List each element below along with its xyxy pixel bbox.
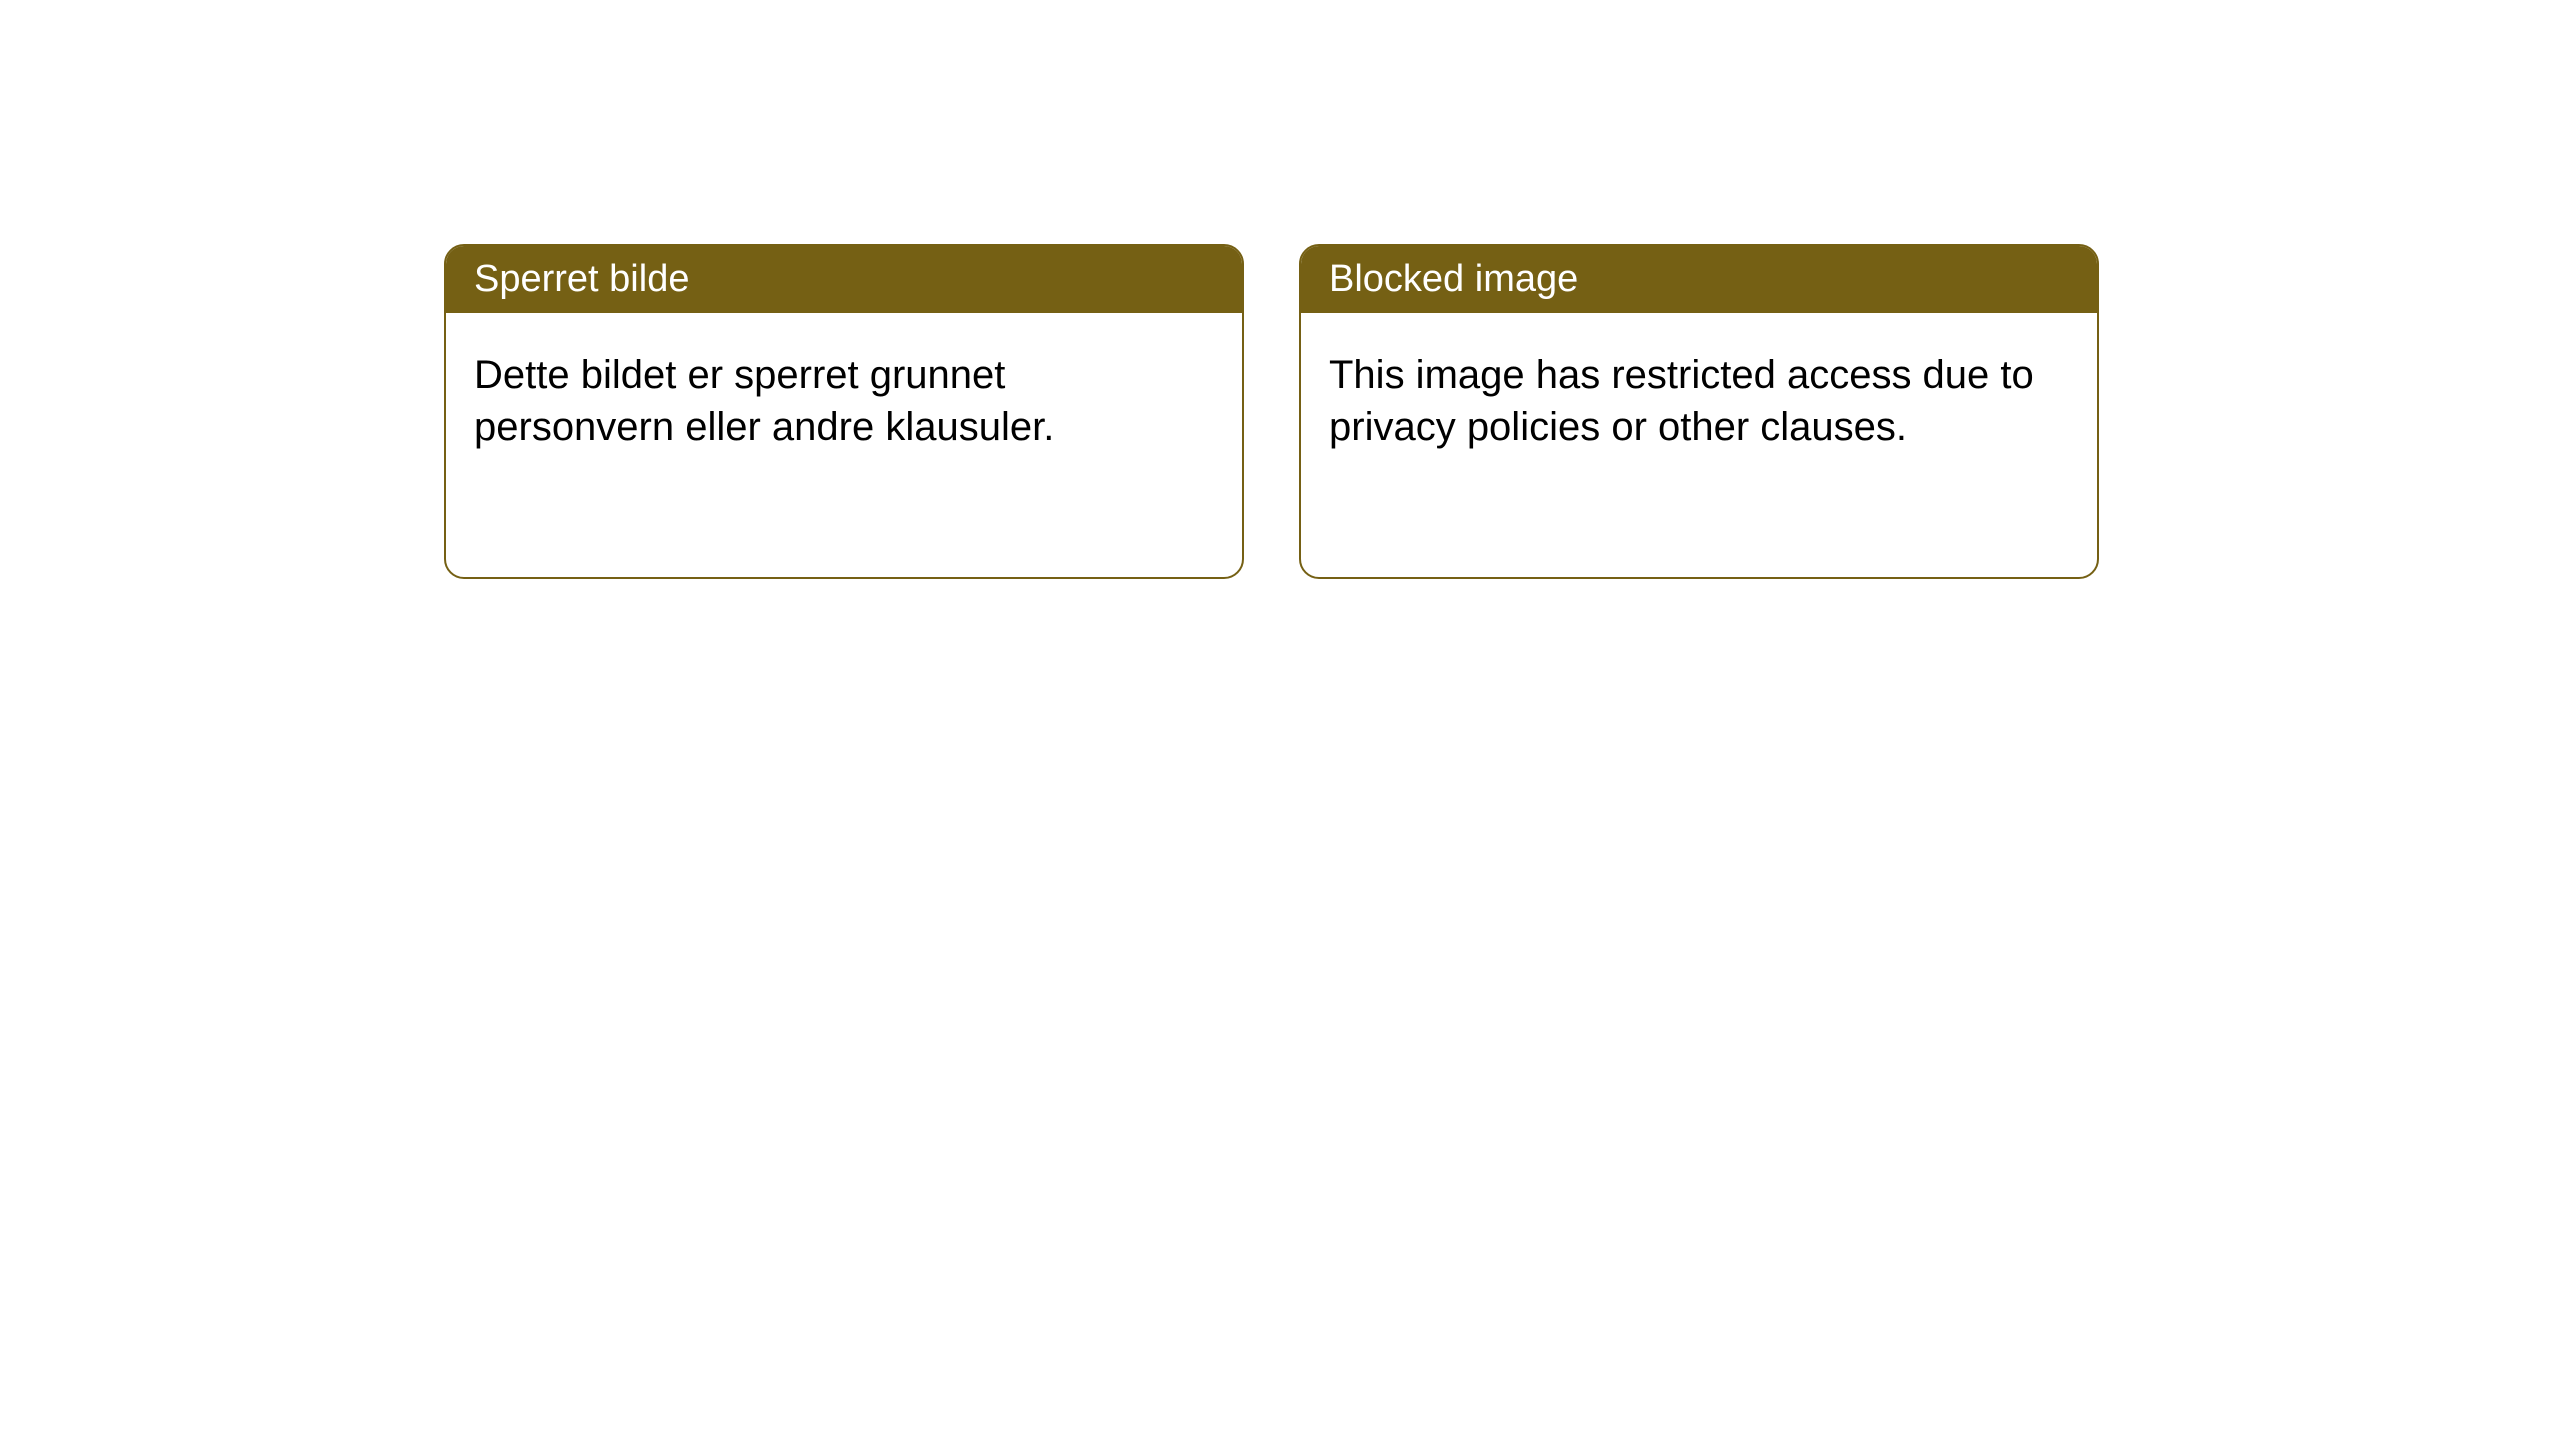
- card-title-norwegian: Sperret bilde: [474, 258, 689, 300]
- cards-container: Sperret bilde Dette bildet er sperret gr…: [444, 244, 2099, 579]
- card-body-english: This image has restricted access due to …: [1301, 313, 2097, 489]
- card-title-english: Blocked image: [1329, 258, 1578, 300]
- card-body-norwegian: Dette bildet er sperret grunnet personve…: [446, 313, 1242, 489]
- card-english: Blocked image This image has restricted …: [1299, 244, 2099, 579]
- card-text-norwegian: Dette bildet er sperret grunnet personve…: [474, 353, 1054, 449]
- card-text-english: This image has restricted access due to …: [1329, 353, 2034, 449]
- card-norwegian: Sperret bilde Dette bildet er sperret gr…: [444, 244, 1244, 579]
- card-header-norwegian: Sperret bilde: [446, 246, 1242, 313]
- card-header-english: Blocked image: [1301, 246, 2097, 313]
